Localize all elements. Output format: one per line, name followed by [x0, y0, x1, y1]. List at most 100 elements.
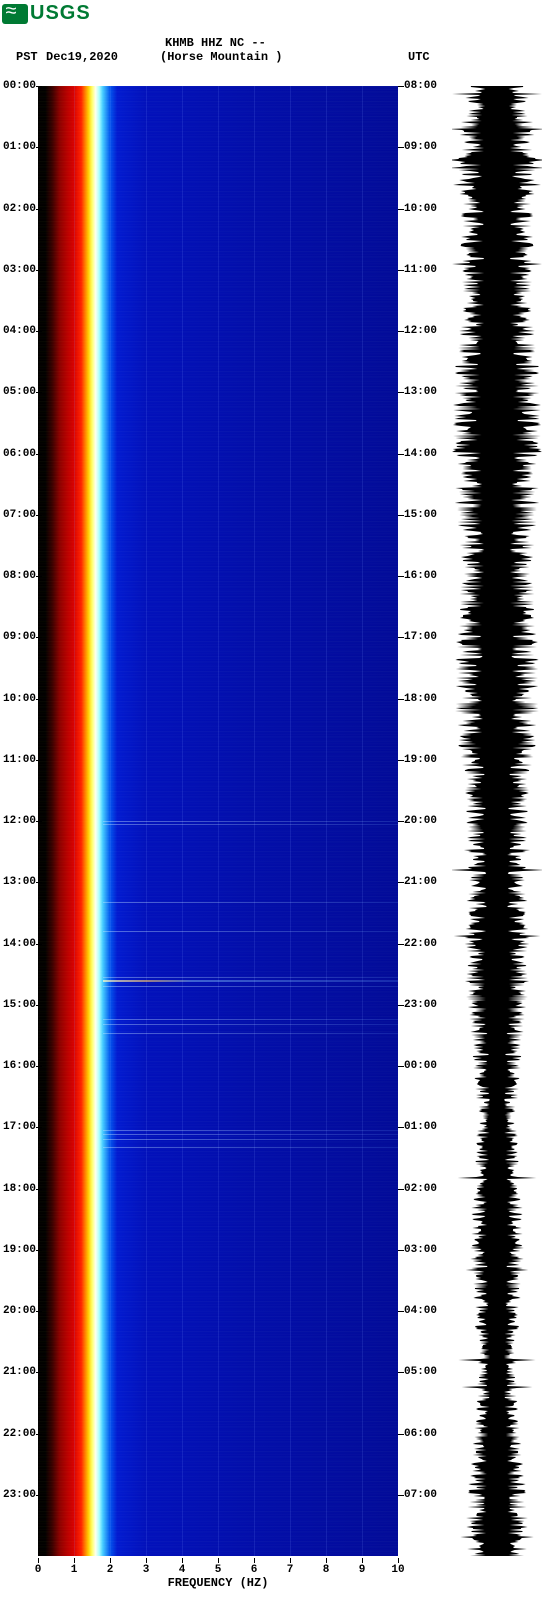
- tick-mark: [36, 1005, 42, 1006]
- spectrogram-image: [38, 86, 398, 1556]
- pst-tick-label: 16:00: [0, 1060, 36, 1072]
- tick-mark: [36, 1250, 42, 1251]
- tick-mark: [36, 1066, 42, 1067]
- seismic-event-line: [103, 1033, 398, 1034]
- pst-tick-label: 17:00: [0, 1121, 36, 1133]
- pst-tick-label: 00:00: [0, 80, 36, 92]
- xtick-label: 2: [107, 1564, 114, 1576]
- tick-mark: [398, 392, 404, 393]
- xtick-label: 0: [35, 1564, 42, 1576]
- station-location: (Horse Mountain ): [160, 50, 282, 64]
- xtick-label: 10: [391, 1564, 404, 1576]
- x-axis-label: FREQUENCY (HZ): [38, 1576, 398, 1590]
- utc-tick-label: 15:00: [404, 509, 437, 521]
- seismic-event-line: [103, 986, 398, 987]
- seismic-event-line: [103, 1019, 398, 1020]
- tick-mark: [36, 882, 42, 883]
- xtick-mark: [326, 1558, 327, 1563]
- tick-mark: [36, 1127, 42, 1128]
- utc-tick-label: 16:00: [404, 570, 437, 582]
- utc-tick-label: 05:00: [404, 1366, 437, 1378]
- utc-tick-label: 19:00: [404, 754, 437, 766]
- tick-mark: [398, 515, 404, 516]
- pst-tick-label: 22:00: [0, 1428, 36, 1440]
- tick-mark: [398, 944, 404, 945]
- utc-tick-label: 18:00: [404, 693, 437, 705]
- pst-tick-label: 20:00: [0, 1305, 36, 1317]
- tick-mark: [36, 576, 42, 577]
- pst-tick-label: 05:00: [0, 386, 36, 398]
- tick-mark: [398, 576, 404, 577]
- seismic-event-line: [103, 1130, 398, 1131]
- tick-mark: [36, 331, 42, 332]
- utc-tick-label: 09:00: [404, 141, 437, 153]
- pst-tick-label: 04:00: [0, 325, 36, 337]
- xtick-label: 7: [287, 1564, 294, 1576]
- pst-tick-label: 14:00: [0, 938, 36, 950]
- xtick-label: 3: [143, 1564, 150, 1576]
- pst-tick-label: 21:00: [0, 1366, 36, 1378]
- seismic-event-line: [103, 977, 398, 978]
- xtick-mark: [290, 1558, 291, 1563]
- pst-tick-label: 02:00: [0, 203, 36, 215]
- seismic-event-line: [103, 902, 398, 903]
- utc-tick-label: 11:00: [404, 264, 437, 276]
- tick-mark: [36, 944, 42, 945]
- utc-tick-label: 06:00: [404, 1428, 437, 1440]
- seismic-event-line: [103, 1024, 398, 1025]
- utc-tick-label: 20:00: [404, 815, 437, 827]
- tick-mark: [398, 1311, 404, 1312]
- usgs-logo: USGS: [2, 2, 91, 25]
- utc-tick-label: 10:00: [404, 203, 437, 215]
- xtick-mark: [254, 1558, 255, 1563]
- tick-mark: [36, 760, 42, 761]
- tick-mark: [36, 821, 42, 822]
- pst-tick-label: 23:00: [0, 1489, 36, 1501]
- utc-tick-label: 00:00: [404, 1060, 437, 1072]
- seismic-event-line: [103, 980, 398, 982]
- waveform-trace: [452, 86, 542, 1556]
- left-timezone: PST: [16, 50, 38, 64]
- tick-mark: [36, 392, 42, 393]
- seismic-event-line: [103, 821, 398, 822]
- seismic-event-line: [103, 824, 398, 825]
- utc-tick-label: 23:00: [404, 999, 437, 1011]
- tick-mark: [398, 637, 404, 638]
- logo-text: USGS: [30, 2, 91, 25]
- pst-tick-label: 11:00: [0, 754, 36, 766]
- pst-tick-label: 18:00: [0, 1183, 36, 1195]
- tick-mark: [398, 86, 404, 87]
- pst-tick-label: 01:00: [0, 141, 36, 153]
- utc-tick-label: 17:00: [404, 631, 437, 643]
- tick-mark: [36, 1189, 42, 1190]
- tick-mark: [36, 1372, 42, 1373]
- pst-tick-label: 09:00: [0, 631, 36, 643]
- utc-tick-label: 07:00: [404, 1489, 437, 1501]
- tick-mark: [36, 1311, 42, 1312]
- tick-mark: [398, 1434, 404, 1435]
- tick-mark: [398, 1495, 404, 1496]
- tick-mark: [398, 1250, 404, 1251]
- xtick-mark: [182, 1558, 183, 1563]
- xtick-mark: [398, 1558, 399, 1563]
- pst-tick-label: 10:00: [0, 693, 36, 705]
- utc-tick-label: 21:00: [404, 876, 437, 888]
- freq-gridline: [74, 86, 75, 1556]
- xtick-mark: [110, 1558, 111, 1563]
- tick-mark: [398, 331, 404, 332]
- pst-tick-label: 06:00: [0, 448, 36, 460]
- tick-mark: [36, 699, 42, 700]
- tick-mark: [36, 454, 42, 455]
- pst-tick-label: 19:00: [0, 1244, 36, 1256]
- tick-mark: [398, 147, 404, 148]
- right-timezone: UTC: [408, 50, 430, 64]
- seismic-event-line: [103, 931, 398, 932]
- utc-tick-label: 02:00: [404, 1183, 437, 1195]
- utc-tick-label: 13:00: [404, 386, 437, 398]
- tick-mark: [398, 1066, 404, 1067]
- xtick-label: 8: [323, 1564, 330, 1576]
- xtick-mark: [218, 1558, 219, 1563]
- spectrogram-plot: [38, 86, 398, 1556]
- pst-tick-label: 15:00: [0, 999, 36, 1011]
- tick-mark: [36, 270, 42, 271]
